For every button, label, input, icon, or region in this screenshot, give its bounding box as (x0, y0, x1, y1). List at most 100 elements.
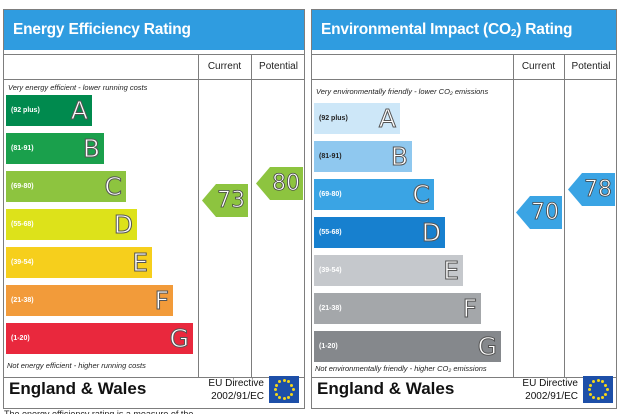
eu-star-icon (278, 380, 281, 384)
environment-col-current: Current (521, 61, 556, 72)
energy-band-range: (21-38) (11, 297, 34, 304)
eu-star-icon (587, 388, 591, 391)
environment-band-range: (21-38) (319, 305, 342, 312)
environment-country: England & Wales (317, 379, 455, 398)
environment-band-letter: C (412, 180, 430, 210)
energy-band-letter: C (104, 172, 122, 202)
energy-country: England & Wales (9, 379, 147, 398)
environment-title: Environmental Impact (CO2) Rating (312, 10, 616, 50)
environment-band-range: (81-91) (319, 153, 342, 160)
environment-top-note: Very environmentally friendly - lower CO… (316, 87, 489, 96)
environmental-impact-panel: Environmental Impact (CO2) Rating Curren… (311, 9, 617, 409)
energy-band-letter: A (70, 96, 88, 126)
energy-band-g: (1-20) G (6, 323, 193, 354)
energy-band-letter: D (113, 210, 133, 240)
eu-star-icon (588, 392, 592, 396)
environment-col-potential: Potential (571, 61, 611, 72)
environment-grid: Current Potential Very environmentally f… (312, 54, 616, 377)
energy-potential-arrow-shape (256, 167, 303, 200)
footnote-text: The energy efficiency rating is a measur… (4, 409, 194, 414)
environment-band-range: (55-68) (319, 229, 342, 236)
eu-star-icon (278, 395, 281, 399)
eu-star-icon (604, 392, 608, 396)
environment-title-sub: 2 (510, 28, 517, 39)
environment-band-range: (92 plus) (319, 115, 348, 122)
environment-band-letter: A (378, 104, 396, 134)
eu-star-icon (601, 380, 604, 384)
environment-band-letter: B (390, 142, 408, 172)
environment-title-end: ) Rating (516, 21, 573, 38)
energy-band-f: (21-38) F (6, 285, 173, 316)
energy-potential-arrow: 80 (256, 167, 303, 200)
environment-potential-arrow-shape (568, 173, 615, 206)
energy-band-a: (92 plus) A (6, 95, 92, 126)
energy-band-range: (39-54) (11, 259, 34, 266)
environment-current-arrow: 70 (516, 196, 562, 229)
eu-star-icon (287, 380, 290, 384)
environment-band-range: (1-20) (319, 343, 338, 350)
energy-col-current: Current (207, 61, 242, 72)
environment-band-b: (81-91) B (314, 141, 412, 172)
energy-directive-line2: 2002/91/EC (211, 391, 264, 402)
environment-band-d: (55-68) D (314, 217, 445, 248)
environment-band-range: (69-80) (319, 191, 342, 198)
energy-band-c: (69-80) C (6, 171, 126, 202)
energy-band-range: (81-91) (11, 145, 34, 152)
energy-current-arrow-shape (202, 184, 248, 217)
energy-bottom-note: Not energy efficient - higher running co… (7, 361, 146, 370)
energy-directive: EU Directive 2002/91/EC (200, 377, 264, 403)
eu-star-icon (592, 395, 595, 399)
eu-star-icon (273, 388, 277, 391)
environment-band-e: (39-54) E (314, 255, 463, 286)
eu-star-icon (291, 388, 295, 391)
environment-current-arrow-shape (516, 196, 562, 229)
environment-band-a: (92 plus) A (314, 103, 400, 134)
energy-grid: Current Potential Very energy efficient … (4, 54, 304, 377)
eu-star-icon (588, 383, 592, 387)
eu-star-icon (596, 397, 600, 400)
eu-star-icon (274, 383, 278, 387)
environment-directive-line1: EU Directive (522, 378, 578, 389)
eu-star-icon (596, 379, 600, 382)
eu-star-icon (592, 380, 595, 384)
energy-band-letter: B (82, 134, 100, 164)
eu-star-icon (282, 379, 286, 382)
energy-band-letter: G (169, 324, 189, 354)
environment-band-letter: F (462, 294, 477, 324)
energy-band-range: (1-20) (11, 335, 30, 342)
energy-directive-line1: EU Directive (208, 378, 264, 389)
energy-band-letter: E (132, 248, 149, 278)
energy-band-range: (69-80) (11, 183, 34, 190)
energy-current-arrow: 73 (202, 184, 248, 217)
energy-potential-value: 80 (272, 171, 301, 197)
eu-star-icon (282, 397, 286, 400)
environment-title-main: Environmental Impact (CO (321, 21, 511, 38)
eu-star-icon (604, 383, 608, 387)
energy-col-potential: Potential (259, 61, 298, 72)
environment-band-letter: G (477, 332, 497, 362)
energy-current-value: 73 (217, 188, 246, 214)
energy-band-b: (81-91) B (6, 133, 104, 164)
environment-band-f: (21-38) F (314, 293, 481, 324)
eu-star-icon (274, 392, 278, 396)
eu-star-icon (287, 395, 290, 399)
environment-band-range: (39-54) (319, 267, 342, 274)
environment-band-letter: D (421, 218, 441, 248)
environment-potential-value: 78 (584, 177, 613, 203)
energy-band-d: (55-68) D (6, 209, 137, 240)
eu-star-icon (290, 383, 294, 387)
environment-current-value: 70 (531, 200, 560, 226)
energy-band-range: (55-68) (11, 221, 34, 228)
environment-bottom-note: Not environmentally friendly - higher CO… (315, 364, 487, 373)
environment-directive: EU Directive 2002/91/EC (512, 377, 578, 403)
environment-band-c: (69-80) C (314, 179, 434, 210)
environment-band-g: (1-20) G (314, 331, 501, 362)
eu-star-icon (605, 388, 609, 391)
eu-star-icon (290, 392, 294, 396)
eu-star-icon (601, 395, 604, 399)
eu-flag-icon (269, 376, 299, 403)
energy-title: Energy Efficiency Rating (4, 10, 304, 50)
environment-potential-arrow: 78 (568, 173, 615, 206)
energy-band-e: (39-54) E (6, 247, 152, 278)
energy-efficiency-panel: Energy Efficiency Rating Current Potenti… (3, 9, 305, 409)
